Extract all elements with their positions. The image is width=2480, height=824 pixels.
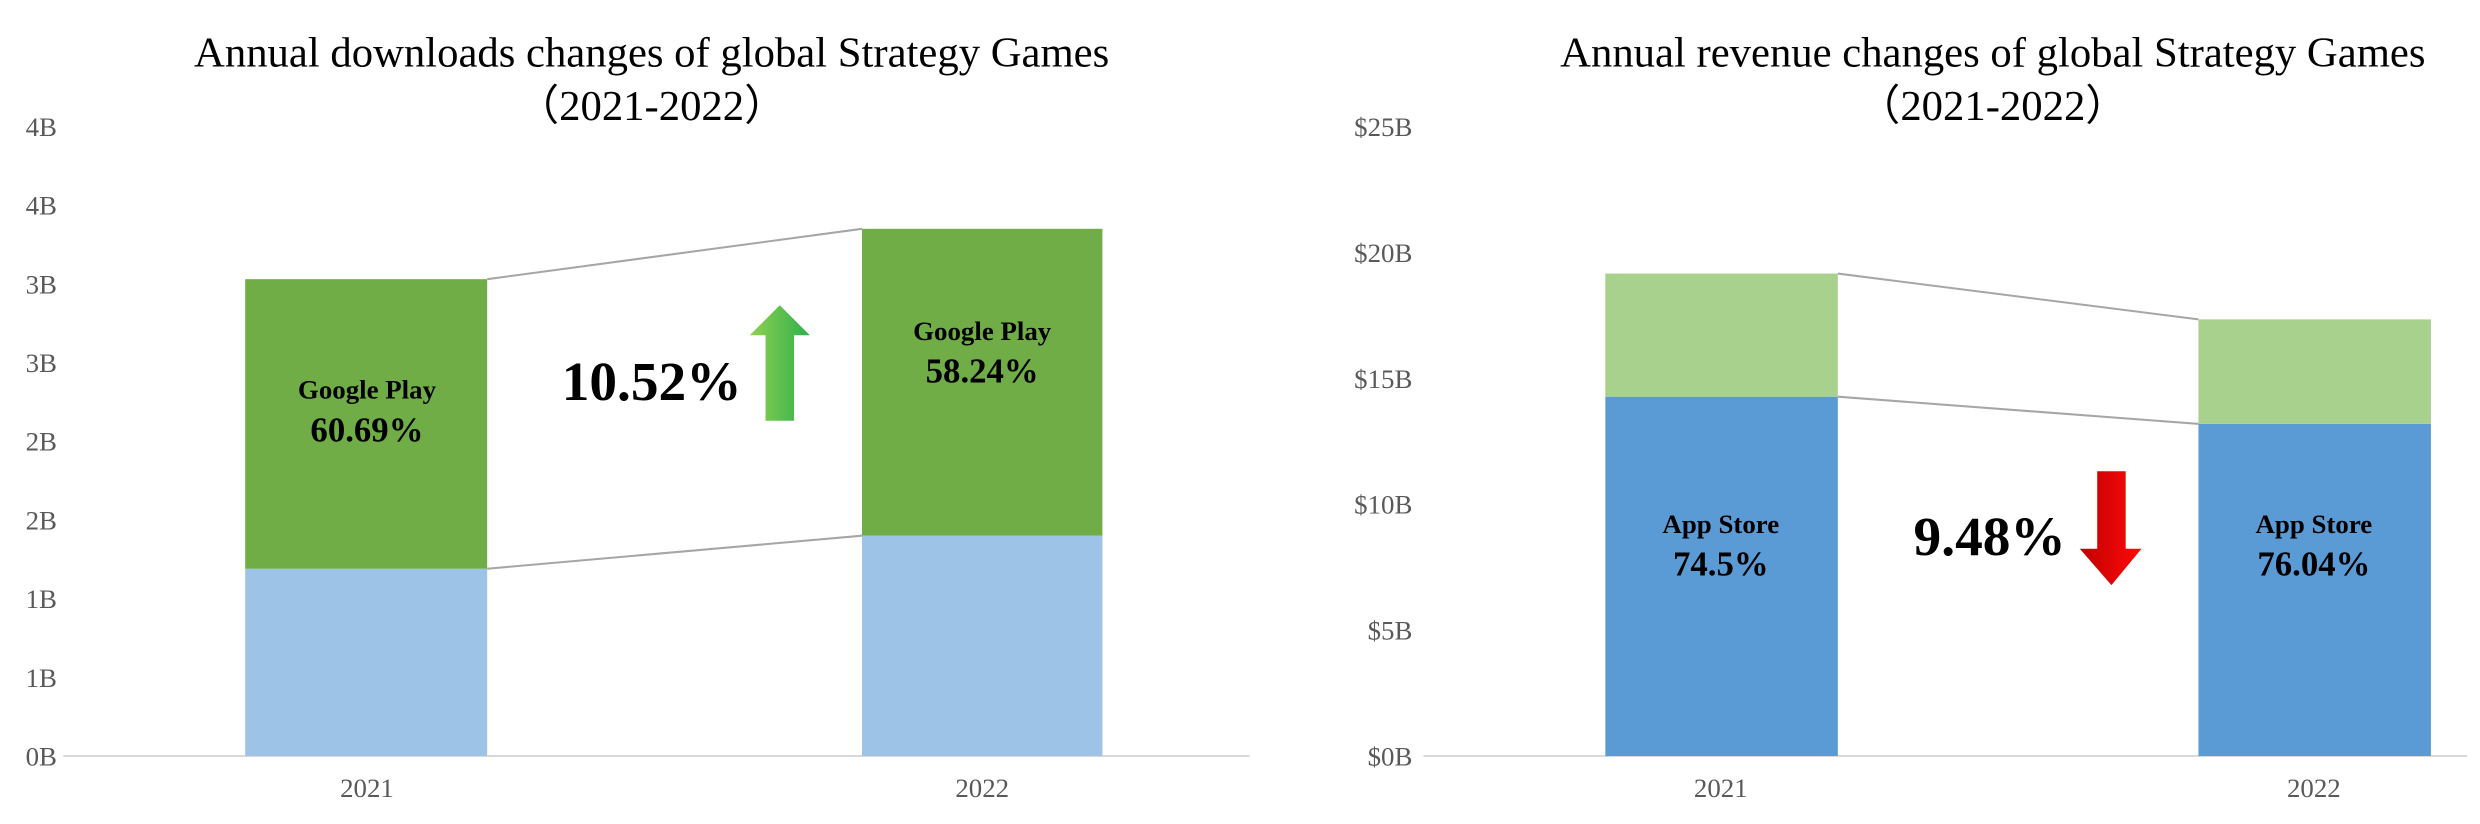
data-label-name: Google Play [913, 316, 1052, 346]
arrow-up-icon [749, 305, 810, 421]
y-tick-label: 0B [26, 741, 57, 771]
data-label-value: 58.24% [926, 352, 1039, 391]
y-tick-label: 1B [26, 663, 57, 693]
connector-line [487, 534, 863, 570]
bar-segment [245, 568, 488, 756]
bar-segment [862, 535, 1103, 756]
y-tick-label: $0B [1368, 741, 1413, 771]
y-tick-label: $25B [1354, 112, 1412, 142]
bar-segment [2198, 423, 2431, 756]
y-tick-label: 3B [26, 348, 57, 378]
chart-title: Annual downloads changes of global Strat… [194, 29, 1109, 76]
downloads-chart: Annual downloads changes of global Strat… [26, 29, 1250, 803]
y-tick-label: $15B [1354, 364, 1412, 394]
y-tick-label: 4B [26, 112, 57, 142]
bars [245, 227, 1103, 756]
data-label-name: App Store [1662, 509, 1779, 539]
data-label-value: 60.69% [310, 410, 423, 449]
change-percent: 10.52% [562, 351, 742, 412]
data-label-name: Google Play [298, 375, 437, 405]
x-tick-label: 2022 [2287, 773, 2341, 803]
data-label-value: 74.5% [1673, 545, 1769, 584]
revenue-chart: Annual revenue changes of global Strateg… [1354, 29, 2468, 803]
bar-segment [1605, 396, 1838, 756]
y-tick-label: $20B [1354, 238, 1412, 268]
bar-segment [862, 228, 1103, 536]
data-label-value: 76.04% [2257, 545, 2370, 584]
connector-line [1837, 395, 2199, 425]
arrow-down-icon [2079, 471, 2142, 586]
y-axis: $0B $5B $10B $15B $20B $25B [1354, 112, 1412, 771]
chart-subtitle: （2021-2022） [1858, 83, 2128, 130]
y-tick-label: 3B [26, 269, 57, 299]
x-tick-label: 2021 [340, 773, 394, 803]
connector-line [1837, 272, 2199, 321]
bar-segment [245, 279, 488, 569]
chart-subtitle: （2021-2022） [516, 83, 786, 130]
y-tick-label: 1B [26, 584, 57, 614]
x-tick-label: 2021 [1694, 773, 1748, 803]
chart-title: Annual revenue changes of global Strateg… [1560, 29, 2425, 76]
y-tick-label: 2B [26, 505, 57, 535]
y-tick-label: 2B [26, 427, 57, 457]
bar-segment [2198, 319, 2431, 424]
x-tick-label: 2022 [955, 773, 1009, 803]
y-tick-label: $10B [1354, 490, 1412, 520]
y-axis: 0B 1B 1B 2B 2B 3B 3B 4B 4B [26, 112, 57, 771]
change-percent: 9.48% [1914, 506, 2066, 567]
y-tick-label: 4B [26, 191, 57, 221]
y-tick-label: $5B [1368, 616, 1413, 646]
connector-line [487, 227, 863, 281]
bars [1605, 272, 2431, 756]
bar-segment [1605, 273, 1838, 397]
data-label-name: App Store [2256, 509, 2373, 539]
